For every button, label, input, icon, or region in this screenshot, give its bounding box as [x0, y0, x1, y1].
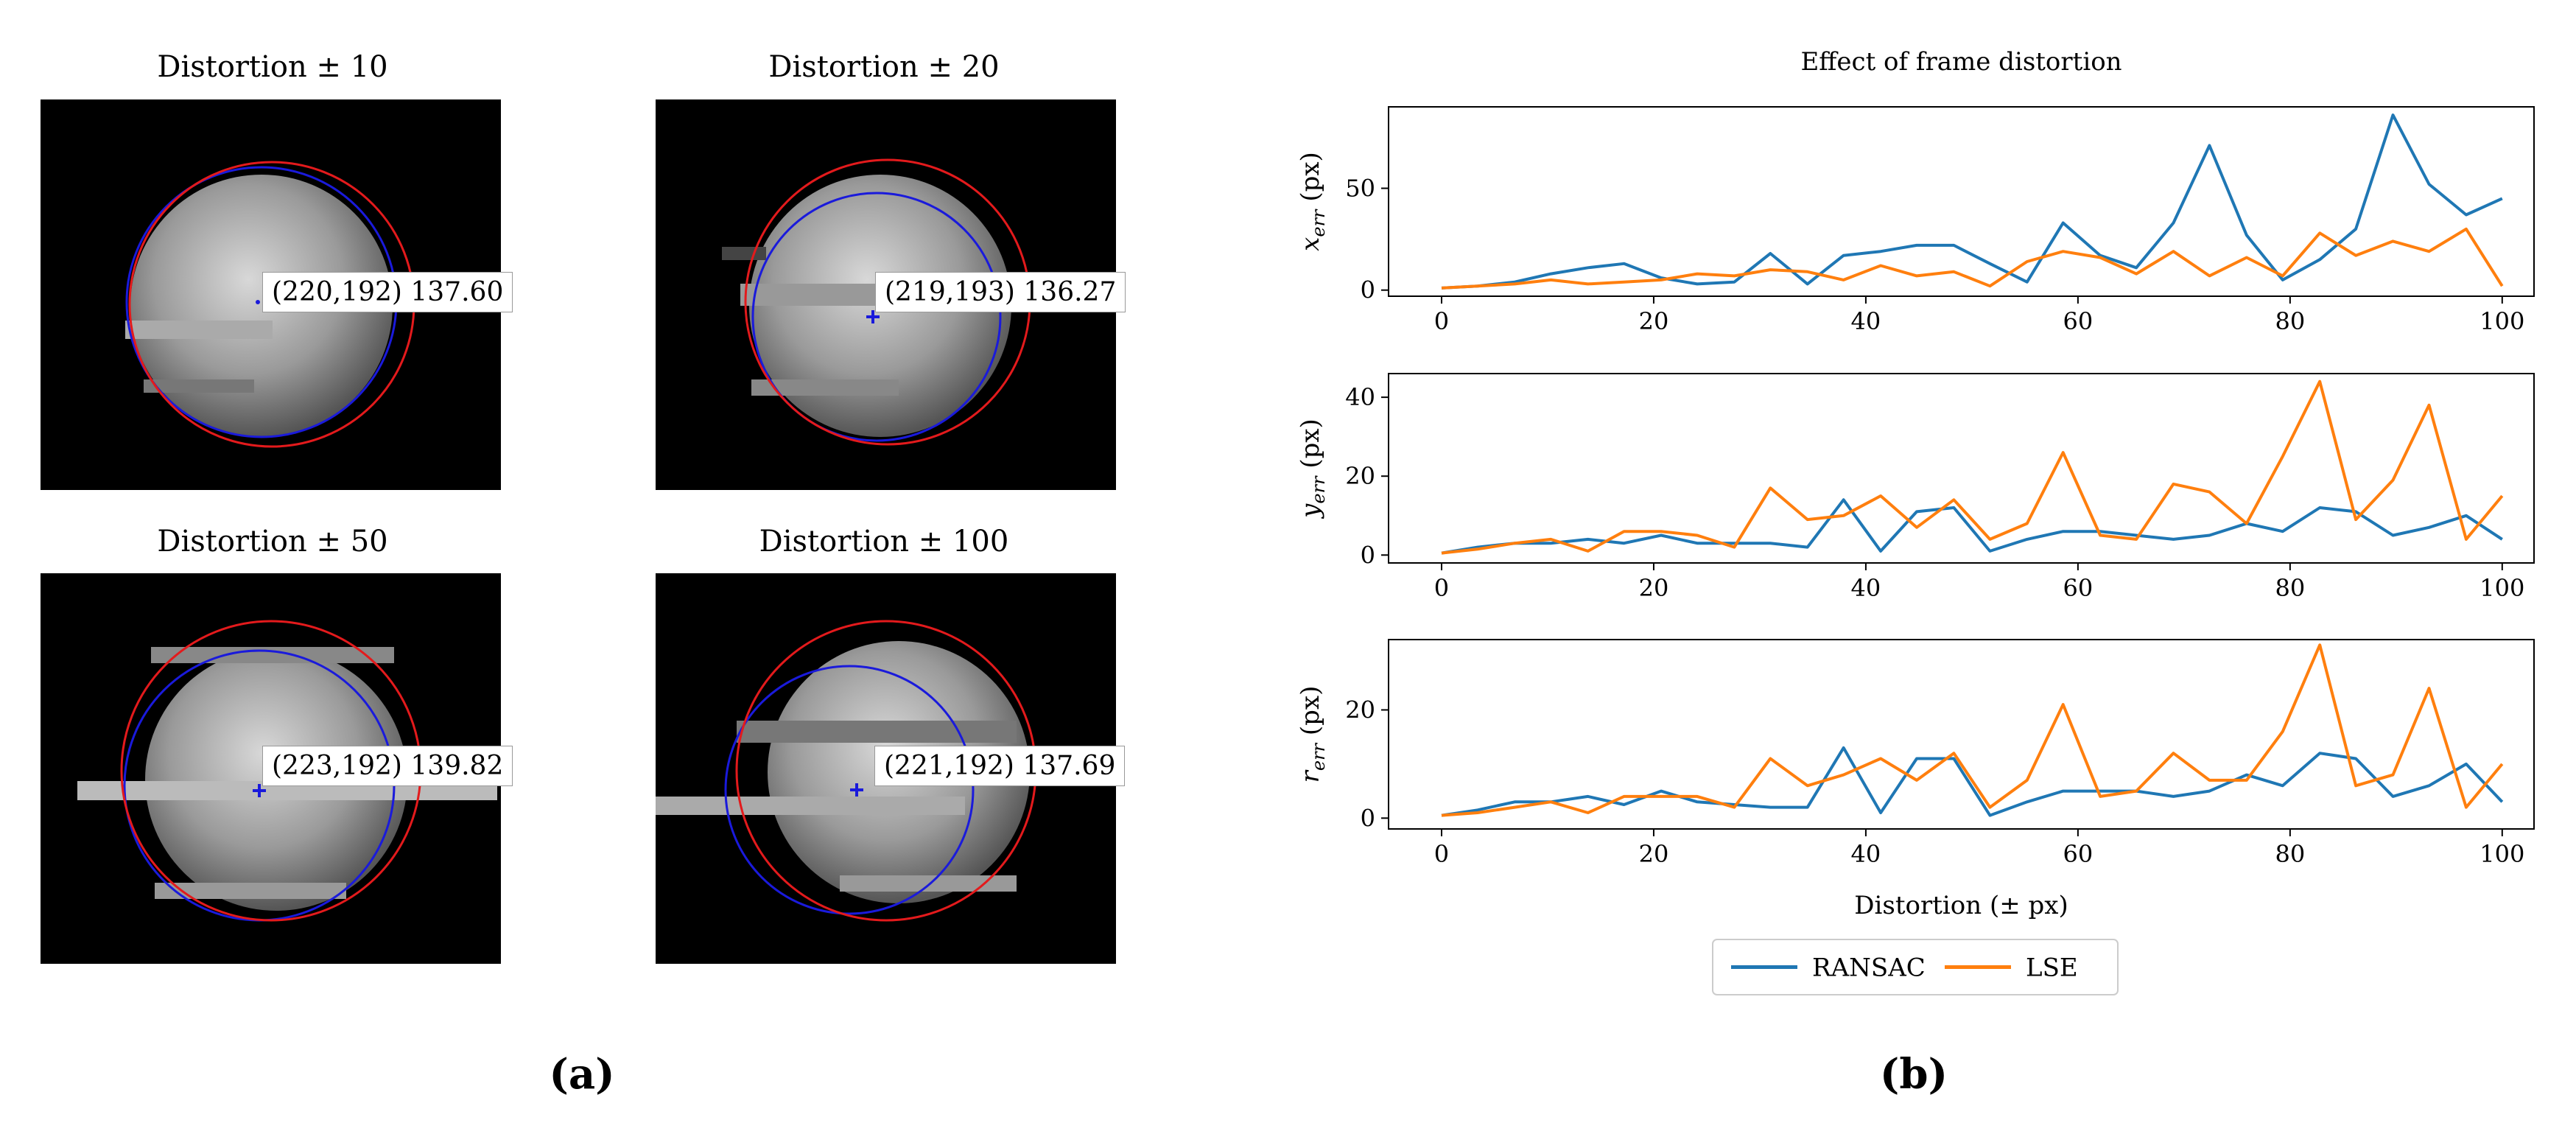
caption-a: (a)	[549, 1050, 615, 1099]
subplot-frame-0	[1388, 106, 2535, 297]
x-tick-label-0-100: 100	[2480, 307, 2524, 335]
x-tick-label-2-60: 60	[2063, 840, 2094, 868]
series-line-lse-2	[1441, 643, 2504, 817]
x-tick-label-2-40: 40	[1851, 840, 1881, 868]
image-title-100: Distortion ± 100	[759, 525, 1009, 559]
x-tick-label-0-20: 20	[1639, 307, 1669, 335]
x-tick-label-1-20: 20	[1639, 574, 1669, 602]
x-tick-label-2-20: 20	[1639, 840, 1669, 868]
y-axis-label-1: yerr (px)	[1296, 419, 1329, 519]
image-title-20: Distortion ± 20	[768, 50, 1000, 84]
y-tick-label-2-0: 0	[1361, 804, 1375, 832]
mars-image-10-graphic	[125, 161, 415, 448]
x-tick-label-1-40: 40	[1851, 574, 1881, 602]
x-tick-label-1-0: 0	[1434, 574, 1449, 602]
x-tick-label-1-100: 100	[2480, 574, 2524, 602]
subplot-frame-2	[1388, 639, 2535, 830]
image-title-50: Distortion ± 50	[157, 525, 388, 559]
legend-label-lse: LSE	[2026, 953, 2078, 983]
y-axis-label-0: xerr (px)	[1296, 152, 1329, 251]
series-line-ransac-1	[1441, 498, 2503, 555]
y-tick-label-1-40: 40	[1345, 383, 1375, 411]
series-line-lse-0	[1441, 227, 2504, 290]
y-tick-label-1-20: 20	[1345, 462, 1375, 490]
subplot-frame-1	[1388, 373, 2535, 564]
legend-label-ransac: RANSAC	[1812, 953, 1926, 983]
chart-title: Effect of frame distortion	[1800, 47, 2121, 77]
y-tick-label-0-0: 0	[1361, 276, 1375, 304]
readout-20: (219,193) 136.27	[875, 272, 1126, 312]
x-tick-label-0-0: 0	[1434, 307, 1449, 335]
image-title-10: Distortion ± 10	[157, 50, 388, 84]
series-line-ransac-0	[1441, 113, 2503, 290]
y-tick-label-1-0: 0	[1361, 541, 1375, 569]
x-axis-label: Distortion (± px)	[1854, 891, 2068, 920]
caption-b: (b)	[1879, 1050, 1948, 1099]
x-tick-label-1-80: 80	[2275, 574, 2305, 602]
y-axis-label-2: rerr (px)	[1296, 686, 1329, 783]
x-tick-label-2-0: 0	[1434, 840, 1449, 868]
readout-50: (223,192) 139.82	[262, 746, 513, 786]
y-tick-label-0-50: 50	[1345, 175, 1375, 203]
x-tick-label-2-80: 80	[2275, 840, 2305, 868]
series-line-lse-1	[1441, 379, 2504, 555]
readout-10: (220,192) 137.60	[262, 272, 513, 312]
series-line-ransac-2	[1441, 746, 2504, 817]
x-tick-label-2-100: 100	[2480, 840, 2524, 868]
legend-box	[1712, 939, 2119, 995]
readout-100: (221,192) 137.69	[874, 746, 1126, 786]
x-tick-label-1-60: 60	[2063, 574, 2094, 602]
y-tick-label-2-20: 20	[1345, 696, 1375, 724]
x-tick-label-0-60: 60	[2063, 307, 2094, 335]
x-tick-label-0-80: 80	[2275, 307, 2305, 335]
x-tick-label-0-40: 40	[1851, 307, 1881, 335]
